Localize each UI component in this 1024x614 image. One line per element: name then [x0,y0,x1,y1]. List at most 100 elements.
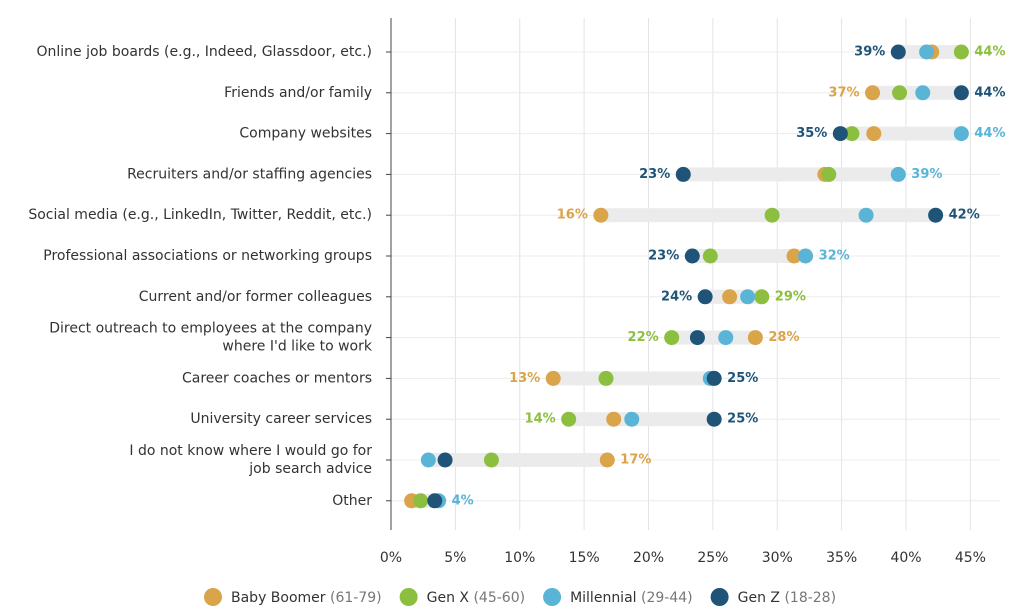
dot [858,207,874,223]
legend-name: Gen Z [738,590,780,606]
legend-swatch [710,588,729,606]
legend-swatch [399,588,418,606]
x-tick-label: 10% [504,550,535,566]
category-label: Friends and/or family [224,85,372,101]
dot [483,452,499,468]
range-band [428,453,608,467]
range-band [553,371,715,386]
legend-label: Gen Z (18-28) [738,590,836,606]
x-tick-label: 15% [569,550,600,566]
range-band [568,412,715,427]
dot [598,370,614,386]
dot [718,330,734,346]
dot [953,85,969,101]
category-label: University career services [190,411,372,427]
legend-swatch [543,588,562,606]
dot [706,411,722,427]
value-label: 28% [768,330,799,345]
category-label: Career coaches or mentors [182,370,372,386]
dot [919,44,935,60]
category-label: I do not know where I would go for job se… [129,443,372,477]
value-label: 44% [974,45,1005,60]
dot [675,166,691,182]
dot [437,452,453,468]
value-label: 17% [620,453,651,468]
dot [722,289,738,305]
dot [764,207,780,223]
dot [915,85,931,101]
dot [786,248,802,264]
range-band [683,167,899,182]
dot [865,85,881,101]
x-tick-label: 0% [380,550,402,566]
dot [702,248,718,264]
value-label: 16% [557,208,588,223]
x-tick-label: 45% [955,550,986,566]
dot [697,289,713,305]
category-label: Online job boards (e.g., Indeed, Glassdo… [36,44,372,60]
dot [624,411,640,427]
dot [689,330,705,346]
category-label: Company websites [239,126,372,142]
value-label: 44% [974,85,1005,100]
legend-label: Gen X (45-60) [427,590,525,606]
value-label: 32% [819,249,850,264]
value-label: 39% [854,45,885,60]
dot [561,411,577,427]
dot [953,44,969,60]
dot [599,452,615,468]
value-label: 23% [639,167,670,182]
legend-name: Millennial [570,590,636,606]
category-label: Professional associations or networking … [43,248,372,264]
dot [821,166,837,182]
category-label: Other [332,493,372,509]
legend-age: (18-28) [780,590,836,606]
value-label: 39% [911,167,942,182]
dot [420,452,436,468]
x-tick-label: 40% [890,550,921,566]
dot [798,248,814,264]
legend-age: (29-44) [637,590,693,606]
dot [866,126,882,142]
value-label: 25% [727,412,758,427]
dot [890,166,906,182]
value-label: 13% [509,371,540,386]
value-label: 37% [828,85,859,100]
category-label: Recruiters and/or staffing agencies [127,166,372,182]
dot [754,289,770,305]
dot [413,493,429,509]
dot [606,411,622,427]
value-label: 35% [796,126,827,141]
value-label: 22% [628,330,659,345]
dot [844,126,860,142]
x-tick-label: 20% [633,550,664,566]
value-label: 42% [949,208,980,223]
dot [953,126,969,142]
value-label: 23% [648,249,679,264]
dot [664,330,680,346]
dot [892,85,908,101]
legend-label: Millennial (29-44) [570,590,693,606]
category-label: Social media (e.g., LinkedIn, Twitter, R… [28,207,372,223]
dot [890,44,906,60]
legend-age: (61-79) [326,590,382,606]
dot [928,207,944,223]
category-label: Direct outreach to employees at the comp… [49,321,373,355]
value-label: 29% [775,289,806,304]
dot [545,370,561,386]
dot [706,370,722,386]
legend-name: Baby Boomer [231,590,326,606]
range-band [692,249,806,263]
category-label: Current and/or former colleagues [139,289,372,305]
value-label: 25% [727,371,758,386]
legend-swatch [204,588,222,606]
dot [593,207,609,223]
legend-age: (45-60) [469,590,525,606]
legend-name: Gen X [427,590,470,606]
x-tick-label: 5% [444,550,466,566]
dot [747,330,763,346]
x-tick-label: 30% [762,550,793,566]
value-label: 4% [452,493,474,508]
range-band [671,330,756,345]
